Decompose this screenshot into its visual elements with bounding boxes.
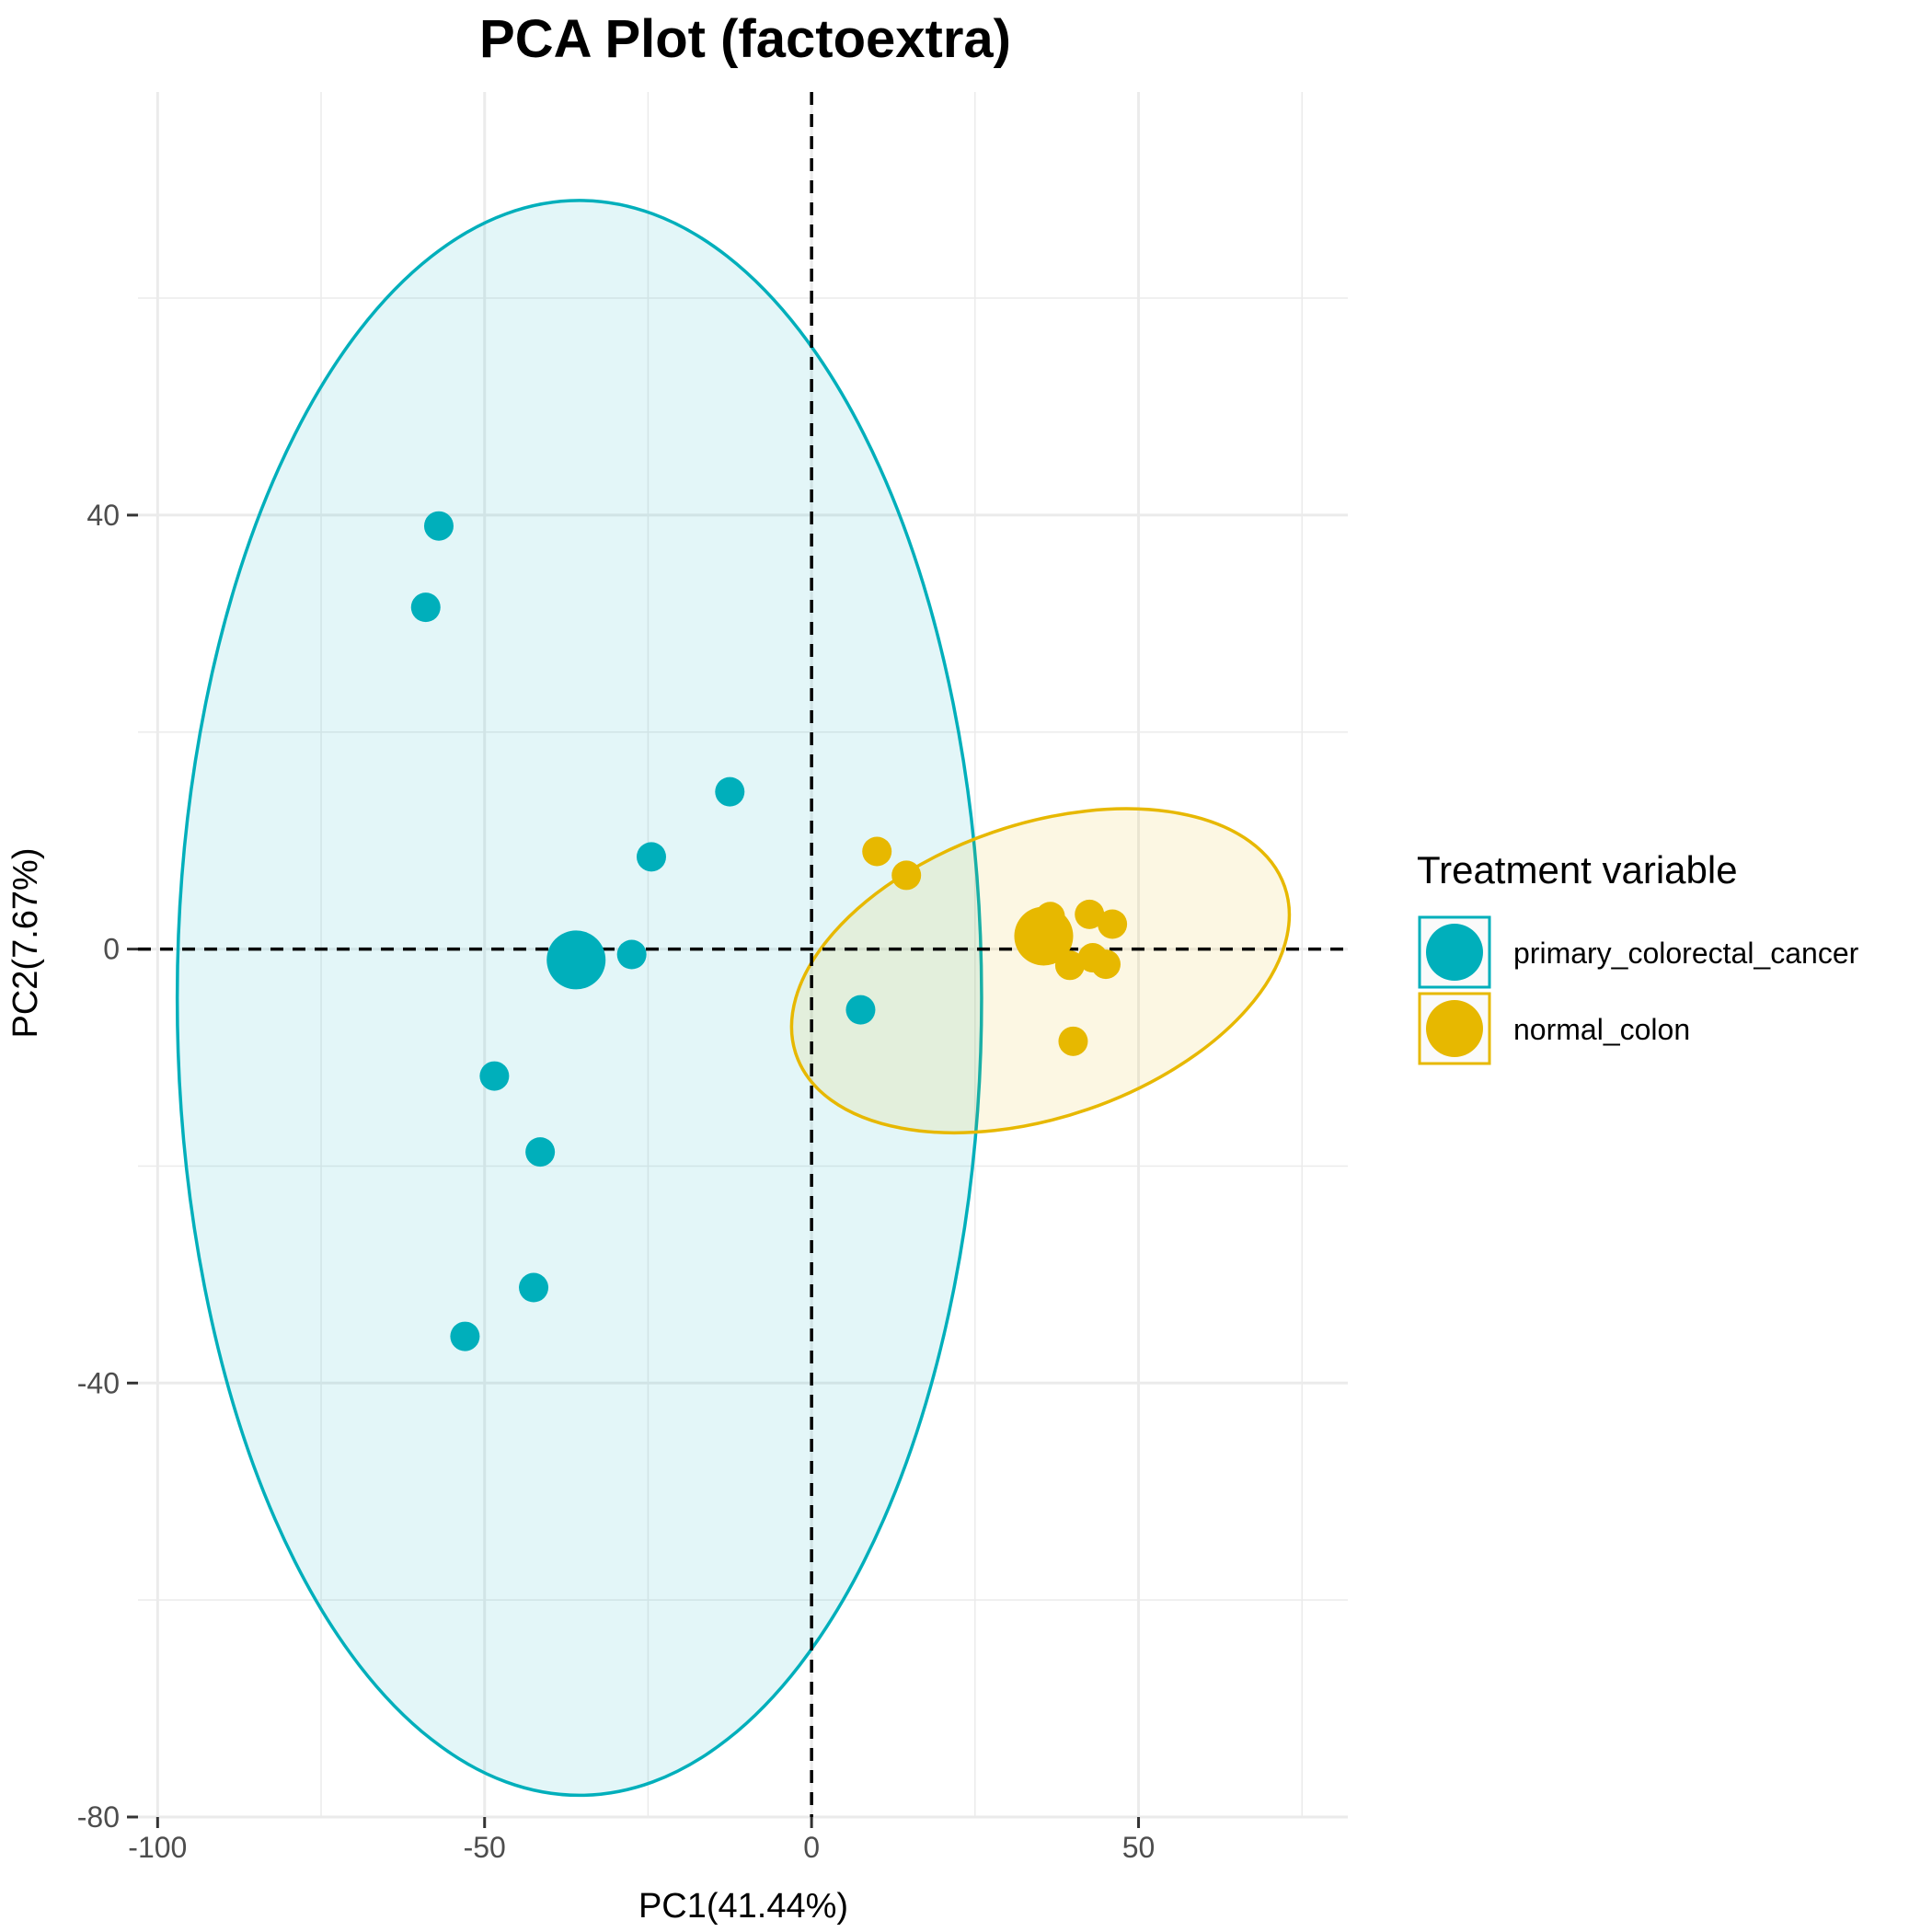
legend-title: Treatment variable (1417, 848, 1738, 891)
y-tick-label: -80 (77, 1800, 120, 1834)
point-normal_colon (862, 836, 892, 867)
centroid-primary_colorectal_cancer (546, 930, 606, 990)
point-primary_colorectal_cancer (715, 776, 745, 807)
chart-title: PCA Plot (factoextra) (479, 9, 1011, 69)
ellipse-normal_colon (789, 807, 1292, 1135)
y-tick-label: 0 (103, 933, 120, 966)
point-primary_colorectal_cancer (845, 995, 876, 1025)
point-primary_colorectal_cancer (450, 1321, 480, 1351)
confidence-ellipses (175, 199, 1292, 1798)
point-primary_colorectal_cancer (519, 1272, 549, 1303)
legend-marker-normal_colon (1426, 1000, 1483, 1057)
y-tick-label: -40 (77, 1366, 120, 1399)
ellipse-primary_colorectal_cancer (175, 199, 983, 1798)
legend: Treatment variable primary_colorectal_ca… (1417, 848, 1859, 1065)
point-primary_colorectal_cancer (423, 511, 454, 541)
data-points (410, 511, 1128, 1351)
x-tick-label: 0 (803, 1831, 820, 1864)
axes: -100 -50 0 50 -80 -40 0 40 (77, 499, 1156, 1864)
point-primary_colorectal_cancer (410, 592, 441, 623)
x-tick-label: -100 (128, 1831, 187, 1864)
point-primary_colorectal_cancer (616, 939, 647, 970)
legend-label-normal_colon: normal_colon (1513, 1013, 1690, 1046)
x-tick-label: 50 (1122, 1831, 1156, 1864)
point-normal_colon (1091, 949, 1121, 980)
y-tick-label: 40 (86, 499, 120, 532)
point-primary_colorectal_cancer (525, 1137, 556, 1167)
point-primary_colorectal_cancer (479, 1061, 510, 1091)
x-tick-label: -50 (464, 1831, 506, 1864)
reference-lines (138, 92, 1348, 1817)
centroid-normal_colon (1014, 906, 1074, 966)
point-normal_colon (1098, 909, 1128, 939)
y-axis-label: PC2(7.67%) (6, 848, 45, 1039)
point-normal_colon (1058, 1026, 1088, 1056)
point-primary_colorectal_cancer (636, 842, 666, 872)
point-normal_colon (891, 860, 922, 891)
legend-label-primary_colorectal_cancer: primary_colorectal_cancer (1513, 937, 1859, 970)
x-axis-label: PC1(41.44%) (638, 1887, 848, 1926)
point-normal_colon (1075, 899, 1105, 929)
legend-marker-primary_colorectal_cancer (1426, 924, 1483, 981)
